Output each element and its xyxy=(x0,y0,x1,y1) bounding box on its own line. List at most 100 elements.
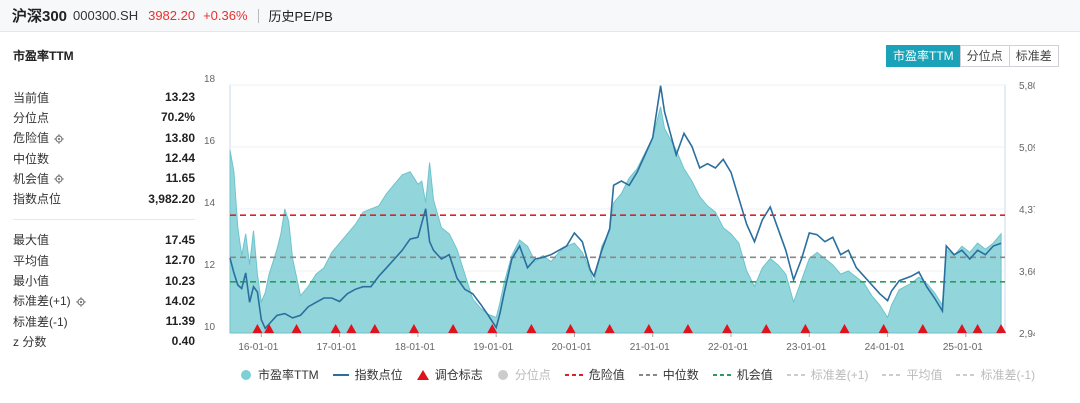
stat-row: 平均值 12.70 xyxy=(13,250,195,270)
stats-group-current: 当前值 13.23 分位点 70.2% 危险值 13.80 中位数 12.44 机会值 11.65… xyxy=(13,87,195,209)
adjust-marker xyxy=(604,324,615,333)
adjust-marker xyxy=(878,324,889,333)
x-tick-label: 25-01-01 xyxy=(943,342,983,353)
stat-row: 指数点位 3,982.20 xyxy=(13,188,195,208)
legend-swatch xyxy=(882,370,901,380)
y-left-tick-label: 10 xyxy=(204,322,216,333)
legend-item[interactable]: 分位点 xyxy=(497,366,551,383)
adjust-marker xyxy=(252,324,263,333)
stat-value: 12.70 xyxy=(164,253,195,268)
x-tick-label: 16-01-01 xyxy=(238,342,278,353)
legend-item[interactable]: 平均值 xyxy=(882,366,942,383)
x-tick-label: 21-01-01 xyxy=(630,342,670,353)
adjust-marker xyxy=(956,324,967,333)
adjust-marker xyxy=(330,324,341,333)
legend-item[interactable]: 标准差(-1) xyxy=(956,366,1035,383)
legend-swatch xyxy=(956,370,975,380)
stat-row: 分位点 70.2% xyxy=(13,107,195,127)
adjust-marker xyxy=(996,324,1007,333)
stat-value: 12.44 xyxy=(164,151,195,166)
stat-label: 最小值 xyxy=(13,272,49,289)
stat-label-text: z 分数 xyxy=(13,334,47,349)
legend-swatch xyxy=(332,370,349,380)
stat-value: 13.80 xyxy=(164,130,195,145)
stat-label-text: 标准差(-1) xyxy=(13,314,68,329)
y-right-tick-label: 5,094 xyxy=(1019,143,1035,154)
stat-value: 10.23 xyxy=(164,273,195,288)
stat-label-text: 最大值 xyxy=(13,233,50,248)
legend-item[interactable]: 市盈率TTM xyxy=(240,366,319,383)
legend-label: 平均值 xyxy=(906,368,943,382)
legend-item[interactable]: 机会值 xyxy=(712,366,773,383)
stat-value: 11.65 xyxy=(165,171,195,186)
x-tick-label: 17-01-01 xyxy=(317,342,357,353)
index-line xyxy=(229,85,1002,330)
adjust-marker xyxy=(682,324,693,333)
history-pe-pb-link[interactable]: 历史PE/PB xyxy=(268,9,333,24)
stat-label: 当前值 xyxy=(13,89,49,106)
legend-swatch xyxy=(564,370,583,380)
valuation-panel: 市盈率TTM 市盈率TTM 分位点 标准差 当前值 13.23 分位点 70.2% 危险… xyxy=(0,33,1080,403)
y-right-tick-label: 2,946 xyxy=(1019,329,1035,340)
stat-label: 平均值 xyxy=(13,252,49,269)
gear-icon[interactable] xyxy=(54,173,64,185)
tab-std-dev[interactable]: 标准差 xyxy=(1008,45,1059,67)
stat-label: 分位点 xyxy=(13,109,49,126)
y-left-tick-label: 16 xyxy=(204,136,216,147)
gear-icon[interactable] xyxy=(54,133,64,144)
y-left-tick-label: 18 xyxy=(204,74,216,85)
adjust-marker xyxy=(722,324,733,333)
adjust-marker xyxy=(291,324,302,333)
legend-swatch xyxy=(712,370,731,380)
x-tick-label: 20-01-01 xyxy=(551,342,591,353)
pe-ttm-area xyxy=(229,106,1002,334)
legend-label: 标准差(-1) xyxy=(980,368,1036,382)
legend-item[interactable]: 标准差(+1) xyxy=(786,366,868,383)
tab-pe-ttm[interactable]: 市盈率TTM xyxy=(886,45,961,67)
legend-item[interactable]: 调仓标志 xyxy=(416,366,483,383)
gear-icon[interactable] xyxy=(75,296,86,307)
stats-group-history: 最大值 17.45 平均值 12.70 最小值 10.23 标准差(+1) 14.02 标准差(… xyxy=(13,230,195,352)
stat-label-text: 机会值 xyxy=(13,171,50,186)
adjust-marker xyxy=(800,324,811,333)
adjust-marker xyxy=(972,324,983,333)
index-price: 3982.20 xyxy=(148,8,196,23)
stat-row: z 分数 0.40 xyxy=(13,331,195,351)
stat-label-text: 中位数 xyxy=(13,151,50,166)
legend-item[interactable]: 中位数 xyxy=(638,366,699,383)
tab-percentile[interactable]: 分位点 xyxy=(959,45,1010,67)
x-tick-label: 23-01-01 xyxy=(786,342,826,353)
legend-swatch xyxy=(497,369,509,381)
stat-label-text: 最小值 xyxy=(13,274,50,289)
y-left-tick-label: 12 xyxy=(204,260,216,271)
stat-row: 标准差(+1) 14.02 xyxy=(13,291,195,311)
stat-value: 14.02 xyxy=(164,293,195,308)
stat-label-text: 指数点位 xyxy=(13,192,62,207)
stat-row: 中位数 12.44 xyxy=(13,148,195,168)
legend-label: 分位点 xyxy=(514,368,551,382)
adjust-marker xyxy=(408,324,419,333)
legend-item[interactable]: 指数点位 xyxy=(332,366,403,383)
stat-label-text: 平均值 xyxy=(13,253,50,268)
legend-swatch xyxy=(416,369,429,380)
stat-value: 0.40 xyxy=(171,334,195,349)
adjust-marker xyxy=(643,324,654,333)
metric-tabs: 市盈率TTM 分位点 标准差 xyxy=(886,45,1059,67)
stat-label: 危险值 xyxy=(13,129,64,146)
index-header-bar: 沪深300 000300.SH 3982.20 +0.36% 历史PE/PB xyxy=(0,0,1080,32)
index-code: 000300.SH xyxy=(73,8,139,23)
adjust-marker xyxy=(264,324,275,333)
stat-row: 标准差(-1) 11.39 xyxy=(13,311,195,331)
stat-row: 最大值 17.45 xyxy=(13,230,195,250)
x-tick-label: 19-01-01 xyxy=(473,342,513,353)
legend-item[interactable]: 危险值 xyxy=(564,366,625,383)
stat-label: 机会值 xyxy=(13,170,64,187)
stat-label-text: 标准差(+1) xyxy=(13,294,71,309)
adjust-marker xyxy=(487,324,498,333)
stat-value: 3,982.20 xyxy=(148,191,195,206)
stats-divider xyxy=(13,218,195,220)
stat-value: 13.23 xyxy=(164,90,195,105)
adjust-marker xyxy=(917,324,928,333)
y-right-tick-label: 4,378 xyxy=(1019,205,1035,216)
x-tick-label: 22-01-01 xyxy=(708,342,748,353)
